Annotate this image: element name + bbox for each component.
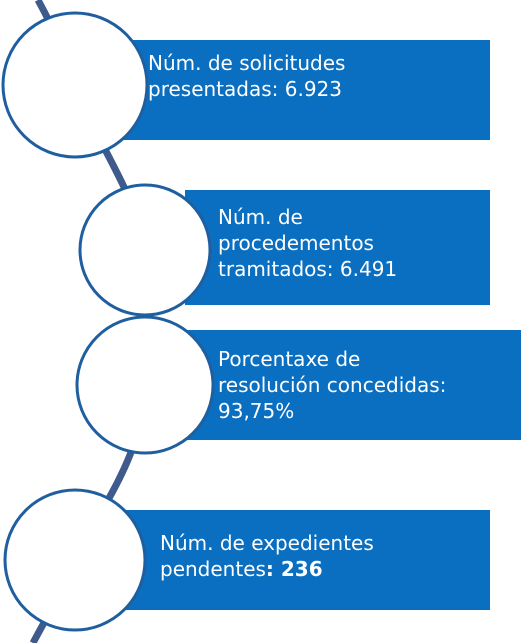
text-line: Núm. de expedientes — [160, 531, 374, 555]
item-text: Núm. de procedementos tramitados: 6.491 — [218, 204, 397, 282]
item-circle — [75, 315, 215, 455]
item-text: Núm. de solicitudes presentadas: 6.923 — [148, 50, 345, 102]
text-line: procedementos — [218, 231, 374, 255]
item-circle — [78, 183, 212, 317]
text-line: 93,75% — [218, 399, 295, 423]
item-circle — [1, 11, 149, 159]
text-line: Núm. de — [218, 205, 303, 229]
item-box — [118, 40, 490, 140]
item-circle — [3, 488, 147, 632]
item-text: Núm. de expedientes pendentes: 236 — [160, 530, 374, 582]
text-line: pendentes: 236 — [160, 556, 374, 582]
text-part: pendentes — [160, 557, 266, 581]
item-box — [185, 330, 521, 440]
text-line: resolución concedidas: — [218, 373, 447, 397]
item-box — [185, 190, 490, 305]
text-emphasis: : 236 — [265, 557, 323, 581]
item-box — [120, 510, 490, 610]
text-line: tramitados: 6.491 — [218, 257, 398, 281]
text-line: Porcentaxe de — [218, 347, 361, 371]
text-line: Núm. de solicitudes — [148, 51, 346, 75]
text-line: presentadas: 6.923 — [148, 77, 343, 101]
item-text: Porcentaxe de resolución concedidas: 93,… — [218, 346, 446, 424]
